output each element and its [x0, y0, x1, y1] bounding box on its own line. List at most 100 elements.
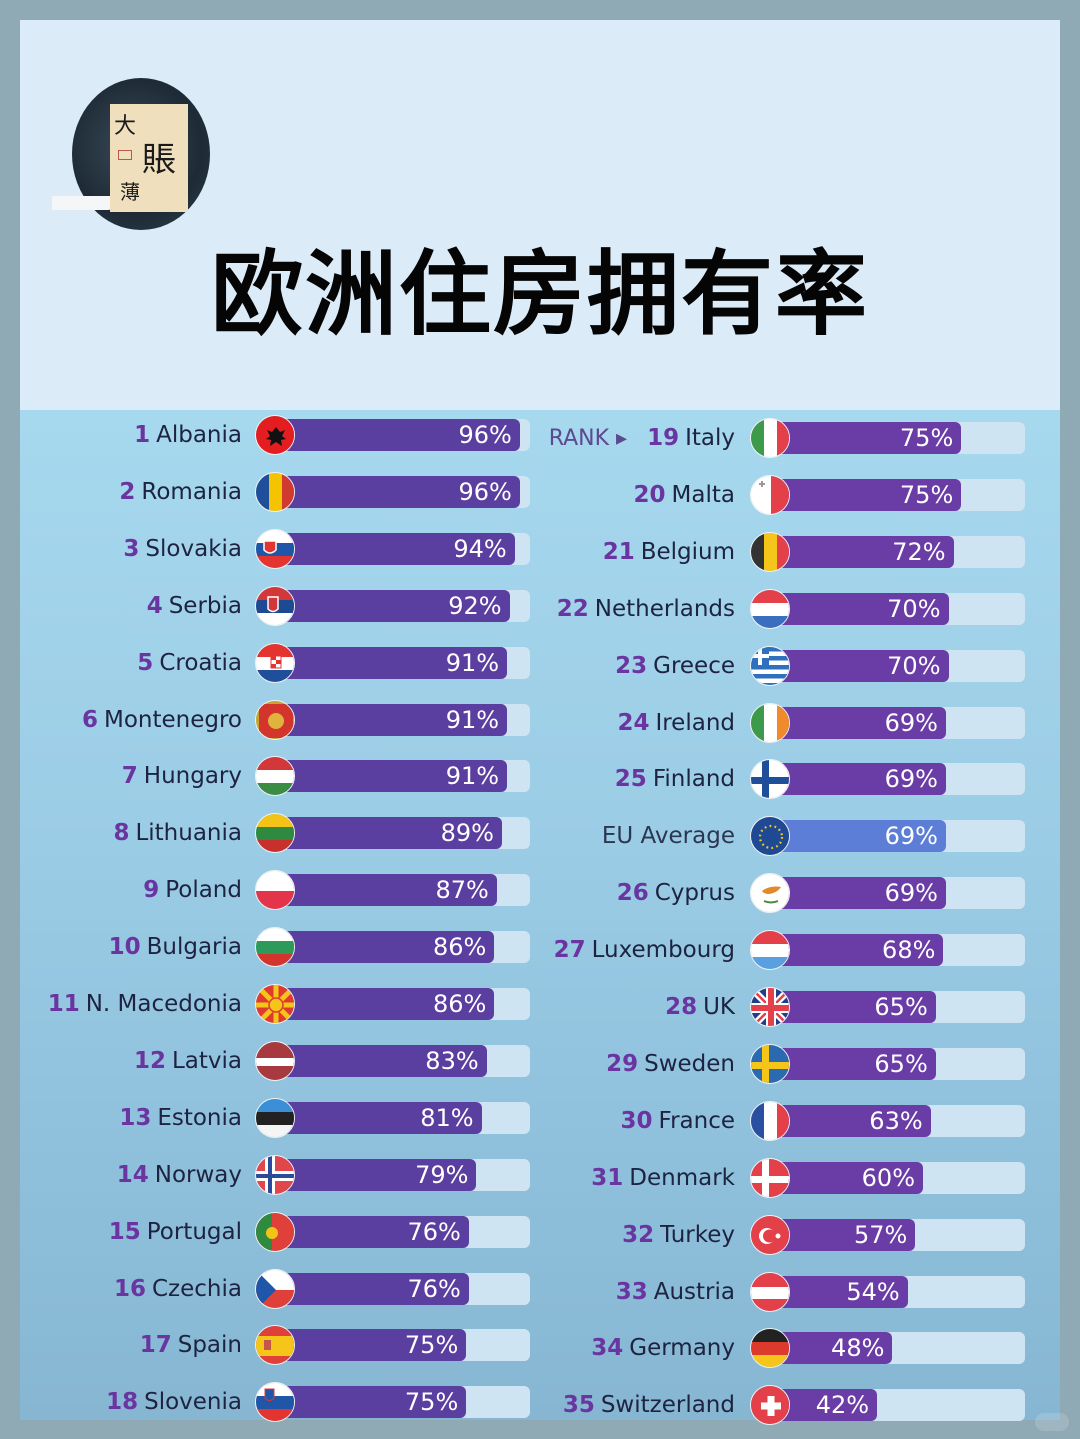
rank-number: 7	[121, 763, 138, 790]
malta-flag-icon	[750, 474, 790, 515]
bar-track: 69%	[770, 763, 1025, 796]
uk-flag-icon	[750, 987, 790, 1027]
country-label: 30 France	[475, 1101, 736, 1141]
norway-flag-icon	[255, 1154, 295, 1195]
rank-number: 21	[602, 538, 635, 565]
chart-row-france: 30 France 63%	[20, 1100, 1060, 1141]
value-label: 65%	[874, 1049, 928, 1078]
rank-number: 35	[562, 1392, 595, 1419]
bar-fill: 86%	[275, 931, 495, 964]
value-label: 79%	[415, 1160, 469, 1189]
country-label: 20 Malta	[475, 475, 735, 515]
country-label: 22 Netherlands	[475, 589, 735, 629]
poland-flag-icon	[255, 870, 295, 911]
rank-number: 10	[108, 934, 141, 961]
rank-number: 1	[134, 422, 151, 448]
page-title: 欧洲住房拥有率	[210, 241, 869, 348]
country-label: 11 N. Macedonia	[12, 984, 242, 1024]
rank-number: 3	[123, 535, 140, 562]
country-name: Finland	[652, 766, 735, 793]
chart-row-luxembourg: 27 Luxembourg 68%	[20, 930, 1060, 971]
country-label: 6 Montenegro	[12, 700, 242, 740]
chart-row-czechia: 16 Czechia 76%	[20, 1268, 1060, 1309]
chart-row-bulgaria: 10 Bulgaria 86%	[20, 927, 1060, 968]
value-label: 70%	[887, 594, 941, 623]
bar-fill: 63%	[770, 1104, 931, 1137]
value-label: 42%	[815, 1391, 870, 1420]
country-label: 8 Lithuania	[12, 813, 242, 853]
bar-fill: 57%	[770, 1218, 916, 1251]
latvia-flag-icon	[255, 1040, 295, 1081]
country-name: EU Average	[601, 823, 735, 850]
country-name: Germany	[629, 1335, 735, 1362]
value-label: 70%	[887, 651, 941, 680]
country-name: Croatia	[159, 649, 242, 676]
country-label: 25 Finland	[475, 759, 735, 799]
country-name: Austria	[653, 1278, 735, 1305]
rank-number: 27	[553, 937, 586, 964]
bar-track: 57%	[770, 1218, 1025, 1251]
chart-row-finland: 25 Finland 69%	[20, 759, 1060, 800]
bar-fill: 76%	[275, 1272, 469, 1305]
country-label: 34 Germany	[475, 1328, 735, 1368]
switzerland-flag-icon	[750, 1385, 790, 1426]
value-label: 63%	[869, 1106, 923, 1135]
bar-track: 75%	[275, 1386, 530, 1419]
chart-row-spain: 17 Spain 75%	[20, 1325, 1060, 1366]
country-name: Poland	[165, 877, 242, 904]
rank-number: 29	[606, 1050, 639, 1077]
bar-fill: 96%	[275, 475, 520, 508]
country-name: Portugal	[146, 1218, 242, 1245]
logo-char: 大	[114, 114, 137, 139]
rank-number: 32	[622, 1221, 655, 1248]
netherlands-flag-icon	[750, 588, 790, 629]
chart-row-croatia: 5 Croatia 91%	[20, 642, 1060, 683]
chart-row-hungary: 7 Hungary 91%	[20, 756, 1060, 797]
chart-row-malta: 20 Malta 75%	[20, 474, 1060, 515]
value-label: 91%	[445, 762, 500, 791]
bar-track: 65%	[770, 1047, 1025, 1080]
country-name: Malta	[671, 481, 735, 508]
chart-row-italy: RANK ▸ 19 Italy 75%	[20, 418, 1060, 458]
country-name: Estonia	[157, 1104, 242, 1131]
rank-number: 8	[113, 820, 130, 847]
rank-number: 11	[47, 991, 80, 1017]
bar-track: 68%	[770, 934, 1025, 967]
slovakia-flag-icon	[255, 528, 295, 569]
country-label: 16 Czechia	[12, 1269, 242, 1309]
value-label: 69%	[884, 879, 938, 908]
montenegro-flag-icon	[255, 699, 295, 740]
country-label: 31 Denmark	[475, 1158, 735, 1198]
value-label: 76%	[407, 1217, 461, 1246]
country-name: Norway	[154, 1161, 242, 1188]
chart-row-portugal: 15 Portugal 76%	[20, 1211, 1060, 1252]
rank-number: 24	[617, 709, 650, 736]
country-name: Switzerland	[600, 1392, 735, 1419]
country-label: 32 Turkey	[475, 1215, 735, 1255]
croatia-flag-icon	[255, 642, 295, 683]
chart-row-serbia: 4 Serbia 92%	[20, 585, 1060, 626]
chart-row-eu-average: EU Average 69%	[20, 816, 1060, 857]
bar-track: 69%	[770, 706, 1025, 739]
sweden-flag-icon	[750, 1043, 790, 1084]
chart-row-slovenia: 18 Slovenia 75%	[20, 1382, 1060, 1423]
bar-fill: 69%	[770, 763, 946, 796]
lithuania-flag-icon	[255, 813, 295, 854]
chart-row-turkey: 32 Turkey 57%	[20, 1214, 1060, 1255]
bar-fill: 91%	[275, 760, 508, 793]
bar-track: 91%	[275, 760, 530, 793]
country-name: Bulgaria	[146, 934, 242, 961]
chart-row-switzerland: 35 Switzerland 42%	[20, 1385, 1060, 1426]
country-name: Romania	[141, 478, 242, 505]
bar-fill: 87%	[275, 874, 497, 907]
rank-number: 28	[665, 994, 698, 1020]
country-name: Cyprus	[654, 880, 735, 907]
country-label: EU Average	[475, 816, 735, 856]
bar-track: 92%	[275, 589, 530, 622]
country-name: Ireland	[655, 709, 735, 736]
rank-number: 33	[615, 1278, 648, 1305]
bar-track: 65%	[770, 991, 1025, 1023]
chart-row-sweden: 29 Sweden 65%	[20, 1043, 1060, 1084]
bar-fill: 89%	[275, 817, 502, 850]
rank-number: 14	[116, 1161, 149, 1188]
